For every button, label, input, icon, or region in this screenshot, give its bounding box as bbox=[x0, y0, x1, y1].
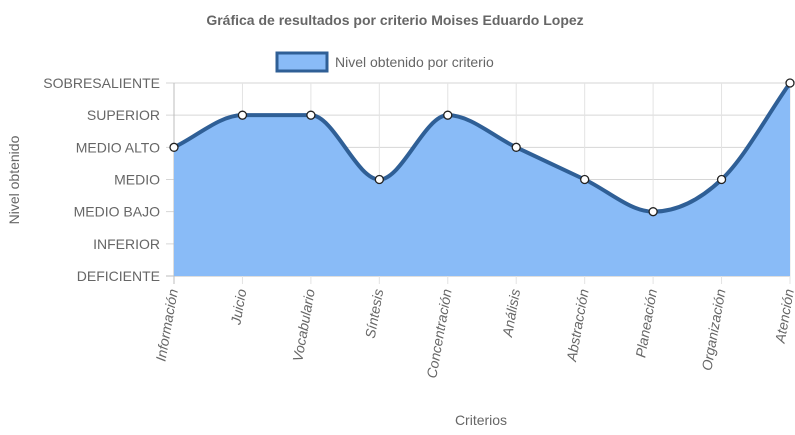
series-line bbox=[173, 81, 792, 214]
y-tick-label: MEDIO BAJO bbox=[74, 204, 160, 220]
x-tick-label: Juicio bbox=[227, 288, 249, 327]
x-tick-label: Atención bbox=[772, 288, 795, 346]
data-point[interactable] bbox=[716, 174, 727, 185]
data-point[interactable] bbox=[237, 110, 248, 120]
x-tick-label: Planeación bbox=[632, 288, 660, 359]
x-tick-label: Síntesis bbox=[362, 288, 386, 340]
x-tick-label: Análisis bbox=[499, 288, 523, 339]
data-point[interactable] bbox=[169, 142, 179, 152]
data-point[interactable] bbox=[511, 142, 521, 152]
series-area bbox=[173, 81, 792, 276]
x-tick-label: Vocabulario bbox=[289, 288, 318, 363]
x-tick-label: Concentración bbox=[423, 288, 454, 380]
series-area-fill bbox=[174, 83, 790, 276]
x-tick-label: Abstracción bbox=[563, 288, 592, 364]
data-point[interactable] bbox=[306, 110, 316, 120]
y-tick-label: MEDIO ALTO bbox=[76, 139, 160, 155]
data-points[interactable] bbox=[169, 78, 795, 217]
x-axis-title: Criterios bbox=[455, 412, 507, 428]
x-tick-label: Organización bbox=[698, 288, 728, 372]
x-axis-ticks: Información Juicio Vocabulario Síntesis Conc… bbox=[152, 288, 795, 380]
y-tick-label: DEFICIENTE bbox=[77, 268, 160, 284]
legend[interactable]: Nivel obtenido por criterio bbox=[275, 51, 494, 73]
data-point[interactable] bbox=[648, 207, 658, 217]
data-point[interactable] bbox=[580, 174, 590, 185]
y-tick-label: INFERIOR bbox=[93, 236, 160, 252]
y-tick-label: SOBRESALIENTE bbox=[43, 75, 160, 91]
y-tick-label: SUPERIOR bbox=[87, 107, 160, 123]
legend-label: Nivel obtenido por criterio bbox=[335, 54, 494, 70]
x-tick-label: Información bbox=[152, 288, 180, 363]
legend-swatch bbox=[275, 51, 329, 73]
chart-title: Gráfica de resultados por criterio Moise… bbox=[206, 12, 583, 28]
y-tick-label: MEDIO bbox=[114, 172, 160, 188]
y-axis-title: Nivel obtenido bbox=[6, 135, 22, 224]
data-point[interactable] bbox=[443, 110, 453, 120]
data-point[interactable] bbox=[785, 78, 795, 88]
data-point[interactable] bbox=[374, 174, 384, 185]
y-axis-ticks: DEFICIENTE INFERIOR MEDIO BAJO MEDIO MEDIO A… bbox=[43, 75, 160, 284]
